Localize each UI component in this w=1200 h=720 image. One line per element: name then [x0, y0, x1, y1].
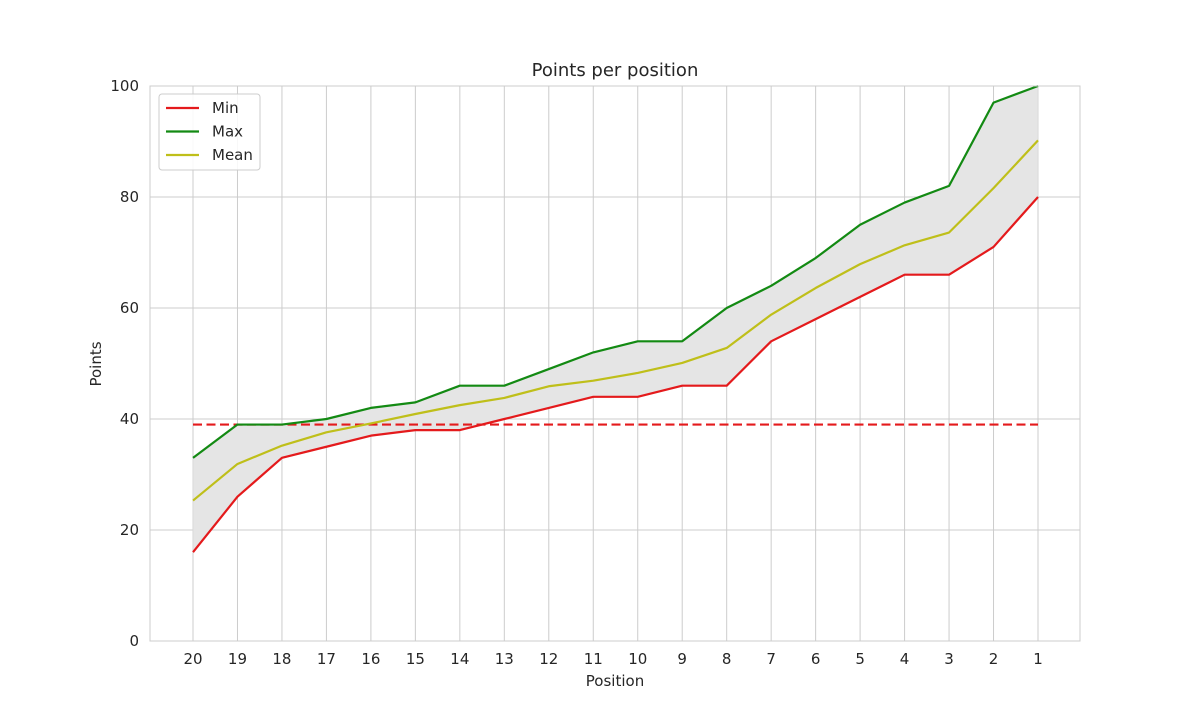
x-tick-labels: 20 19 18 17 16 15 14 13 12 11 10 9 8 7 6 5 4 3 2 1	[183, 650, 1042, 668]
x-tick-label: 11	[584, 650, 603, 668]
y-tick-label: 60	[120, 299, 139, 317]
y-axis-label: Points	[87, 341, 105, 386]
y-tick-label: 80	[120, 188, 139, 206]
x-tick-label: 7	[766, 650, 776, 668]
legend: Min Max Mean	[158, 93, 261, 171]
x-tick-label: 17	[317, 650, 336, 668]
x-tick-label: 10	[628, 650, 647, 668]
x-tick-label: 9	[677, 650, 687, 668]
x-tick-label: 19	[228, 650, 247, 668]
series-line-min	[192, 196, 1039, 553]
y-tick-label: 0	[129, 632, 139, 650]
x-tick-label: 3	[944, 650, 954, 668]
x-tick-label: 13	[495, 650, 514, 668]
x-tick-label: 16	[361, 650, 380, 668]
x-tick-label: 2	[989, 650, 999, 668]
y-tick-labels: 0 20 40 60 80 100	[110, 77, 139, 650]
x-axis-label: Position	[586, 672, 644, 690]
x-tick-label: 14	[450, 650, 469, 668]
series-line-mean	[192, 139, 1039, 502]
x-tick-label: 18	[272, 650, 291, 668]
y-tick-label: 100	[110, 77, 139, 95]
x-tick-label: 6	[811, 650, 821, 668]
y-tick-label: 20	[120, 521, 139, 539]
legend-label-mean: Mean	[212, 146, 253, 164]
min-max-band	[192, 85, 1039, 554]
plot-frame	[149, 85, 1081, 642]
x-tick-label: 15	[406, 650, 425, 668]
x-tick-label: 12	[539, 650, 558, 668]
series-lines	[192, 84, 1039, 553]
y-tick-label: 40	[120, 410, 139, 428]
x-tick-label: 4	[900, 650, 910, 668]
legend-label-max: Max	[212, 123, 243, 141]
x-tick-label: 5	[855, 650, 865, 668]
series-line-max	[192, 84, 1039, 459]
chart-title: Points per position	[532, 60, 699, 81]
x-tick-label: 1	[1033, 650, 1043, 668]
x-tick-label: 8	[722, 650, 732, 668]
legend-label-min: Min	[212, 99, 239, 117]
legend-box	[158, 93, 261, 171]
x-tick-label: 20	[183, 650, 202, 668]
